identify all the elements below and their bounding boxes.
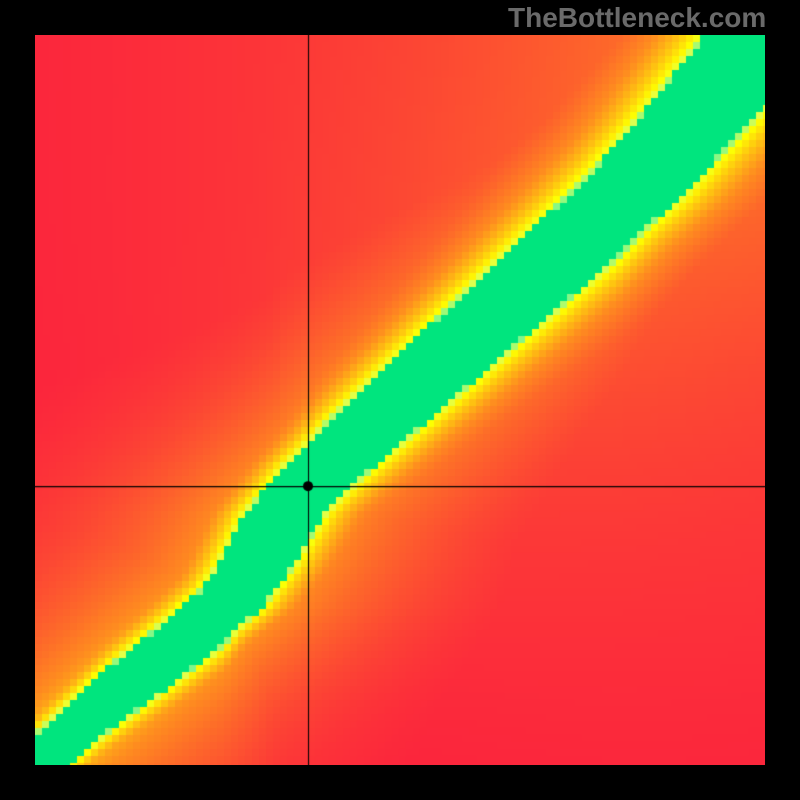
plot-area	[35, 35, 765, 765]
chart-frame: TheBottleneck.com	[0, 0, 800, 800]
watermark-text: TheBottleneck.com	[508, 2, 766, 34]
crosshair-overlay	[35, 35, 765, 765]
